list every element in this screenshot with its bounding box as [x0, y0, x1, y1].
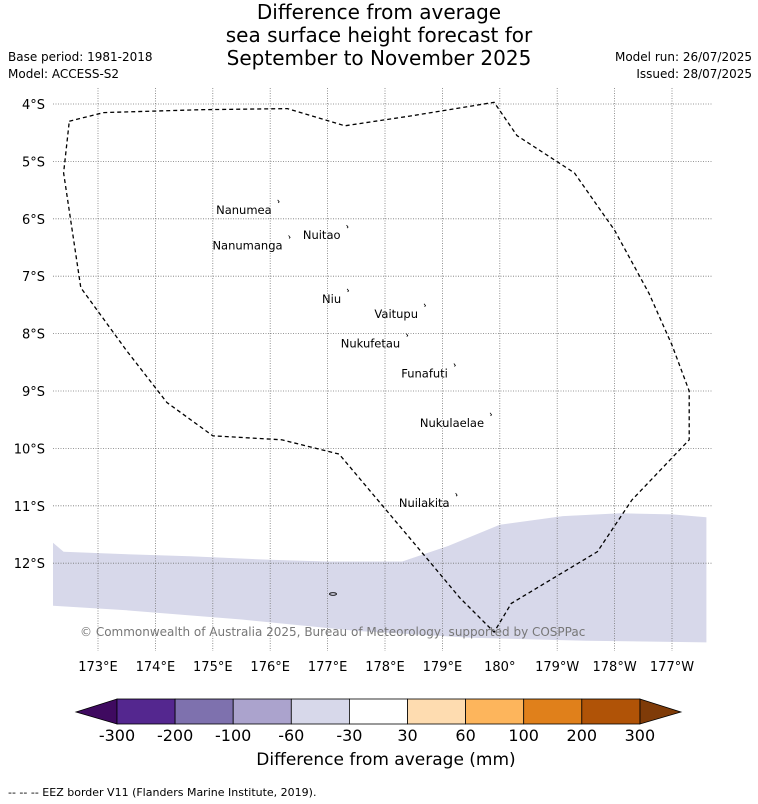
colorbar: -300 -200 -100 -60 -30 30 60 100 200 300 — [74, 698, 683, 745]
colorbar-tick-label: 60 — [455, 726, 475, 745]
lat-label: 10°S — [14, 442, 45, 457]
anomaly-layer — [53, 513, 707, 643]
lat-label: 6°S — [22, 213, 45, 228]
colorbar-swatch — [348, 698, 408, 725]
island-label: Nukulaelae — [420, 416, 484, 430]
colorbar-swatch — [523, 698, 583, 725]
lat-label: 9°S — [22, 385, 45, 400]
colorbar-swatch — [407, 698, 466, 725]
colorbar-tick-label: -60 — [278, 726, 304, 745]
eez-legend-note: -- -- -- EEZ border V11 (Flanders Marine… — [8, 786, 317, 799]
island-label: Nuitao — [303, 228, 341, 242]
colorbar-extend-low — [74, 698, 118, 725]
island-outline — [346, 224, 349, 229]
island-label: Nukufetau — [341, 337, 400, 351]
title-line-2: sea surface height forecast for — [225, 23, 533, 47]
island-label: Niu — [322, 292, 341, 306]
island-outline — [489, 412, 493, 417]
island-label: Nuilakita — [399, 496, 450, 510]
lon-label: 179°E — [423, 660, 463, 675]
graticule — [53, 88, 713, 651]
colorbar-tick-label: -300 — [99, 726, 135, 745]
colorbar-swatch — [290, 698, 350, 725]
colorbar-tick-label: 300 — [625, 726, 656, 745]
colorbar-tick-label: -30 — [336, 726, 362, 745]
lon-label: 177°E — [308, 660, 348, 675]
island-label: Funafuti — [401, 366, 448, 380]
lon-label: 176°E — [250, 660, 290, 675]
title-line-1: Difference from average — [256, 0, 502, 24]
anomaly-region — [53, 513, 707, 643]
eez-layer — [62, 101, 690, 634]
island-labels: Nanumea Nuitao Nanumanga Niu Vaitupu Nukufeta… — [212, 199, 493, 596]
small-island-outline — [329, 592, 337, 596]
lon-label: 178°W — [593, 660, 637, 675]
colorbar-swatch — [465, 698, 525, 725]
colorbar-swatch — [174, 698, 234, 725]
meta-right: Model run: 26/07/2025 Issued: 28/07/2025 — [615, 49, 752, 83]
lat-label: 7°S — [22, 270, 45, 285]
island-label: Nanumea — [216, 203, 272, 217]
meta-left: Base period: 1981-2018 Model: ACCESS-S2 — [8, 49, 153, 83]
lon-label: 175°E — [193, 660, 233, 675]
colorbar-tick-label: -200 — [157, 726, 193, 745]
colorbar-swatch — [116, 698, 176, 725]
colorbar-swatch — [581, 698, 641, 725]
lat-label: 8°S — [22, 328, 45, 343]
colorbar-swatch — [232, 698, 292, 725]
lon-label: 179°W — [535, 660, 579, 675]
island-outline — [405, 333, 409, 337]
lon-label: 173°E — [78, 660, 118, 675]
title-line-3: September to November 2025 — [226, 46, 532, 70]
lat-label: 12°S — [14, 557, 45, 572]
island-outline — [288, 235, 291, 239]
island-outline — [277, 199, 280, 204]
eez-border — [62, 101, 690, 634]
lon-label: 177°W — [650, 660, 694, 675]
island-outline — [346, 288, 350, 293]
lon-label: 178°E — [365, 660, 405, 675]
issued-date: Issued: 28/07/2025 — [636, 67, 752, 81]
island-outline — [455, 492, 458, 497]
colorbar-title: Difference from average (mm) — [256, 750, 516, 770]
colorbar-extend-high — [639, 698, 683, 725]
axis-labels: 4°S 5°S 6°S 7°S 8°S 9°S 10°S 11°S 12°S 173°E 174°E… — [14, 98, 695, 675]
lat-label: 11°S — [14, 500, 45, 515]
lat-label: 4°S — [22, 98, 45, 113]
colorbar-tick-label: 200 — [567, 726, 598, 745]
island-label: Nanumanga — [212, 238, 282, 252]
base-period: Base period: 1981-2018 — [8, 50, 153, 64]
colorbar-tick-label: 100 — [508, 726, 539, 745]
island-label: Vaitupu — [374, 307, 418, 321]
copyright-notice: © Commonwealth of Australia 2025, Bureau… — [80, 625, 585, 639]
lon-label: 180° — [484, 660, 515, 675]
colorbar-tick-label: 30 — [397, 726, 417, 745]
island-outline — [453, 363, 456, 367]
colorbar-tick-label: -100 — [215, 726, 251, 745]
lat-label: 5°S — [22, 155, 45, 170]
model-run-date: Model run: 26/07/2025 — [614, 50, 752, 64]
model-name: Model: ACCESS-S2 — [8, 67, 120, 81]
island-outline — [423, 303, 427, 308]
lon-label: 174°E — [136, 660, 176, 675]
